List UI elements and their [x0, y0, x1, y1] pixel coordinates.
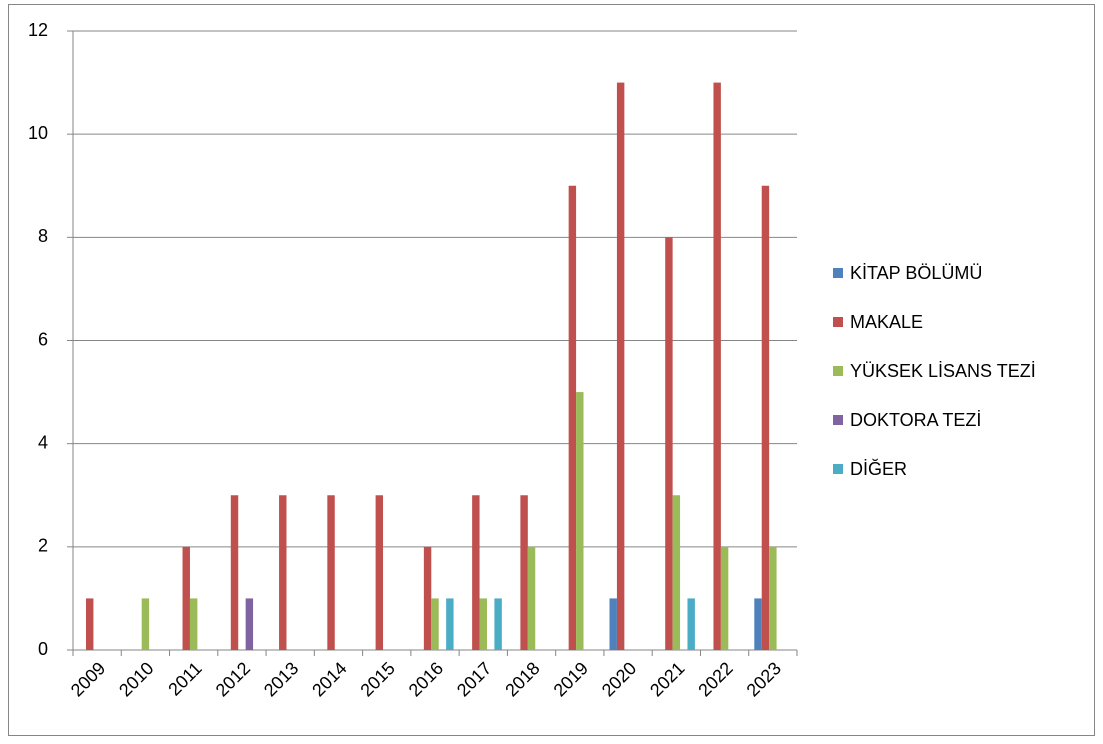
legend-swatch	[833, 366, 843, 376]
y-tick-label: 2	[38, 536, 48, 556]
y-tick-label: 8	[38, 226, 48, 246]
legend-label: DOKTORA TEZİ	[850, 410, 981, 430]
bar	[576, 392, 584, 650]
bar	[423, 546, 432, 650]
bar	[527, 546, 536, 650]
y-tick-label: 0	[38, 639, 48, 659]
legend-label: DİĞER	[850, 458, 907, 479]
legend-swatch	[833, 317, 843, 327]
legend-label: KİTAP BÖLÜMÜ	[850, 263, 982, 283]
bar	[230, 495, 239, 650]
y-tick-label: 10	[28, 123, 48, 143]
bar	[279, 495, 287, 650]
legend-swatch	[833, 415, 843, 425]
y-tick-label: 4	[38, 432, 48, 452]
bar	[446, 598, 454, 650]
bar	[472, 495, 480, 650]
bar	[327, 495, 335, 650]
bar	[245, 598, 254, 650]
bar	[713, 82, 721, 651]
bar	[141, 598, 150, 650]
bar	[609, 598, 617, 650]
bar	[665, 237, 673, 651]
bar	[85, 598, 94, 650]
legend-label: MAKALE	[850, 312, 923, 332]
bar	[375, 495, 384, 650]
y-tick-label: 12	[28, 20, 48, 40]
bar	[182, 546, 190, 650]
bar	[520, 495, 528, 650]
bar	[769, 546, 777, 650]
legend-label: YÜKSEK LİSANS TEZİ	[850, 361, 1036, 381]
bar	[479, 598, 487, 650]
bar	[761, 185, 770, 650]
legend-swatch	[833, 268, 843, 278]
bar	[189, 598, 198, 650]
bar	[431, 598, 439, 650]
bar	[494, 598, 502, 650]
legend-swatch	[833, 464, 843, 474]
bar	[754, 598, 762, 650]
bar	[720, 546, 729, 650]
bar	[616, 82, 625, 651]
y-tick-label: 6	[38, 329, 48, 349]
bar	[568, 185, 577, 650]
bar	[672, 495, 681, 650]
bar	[687, 598, 695, 650]
